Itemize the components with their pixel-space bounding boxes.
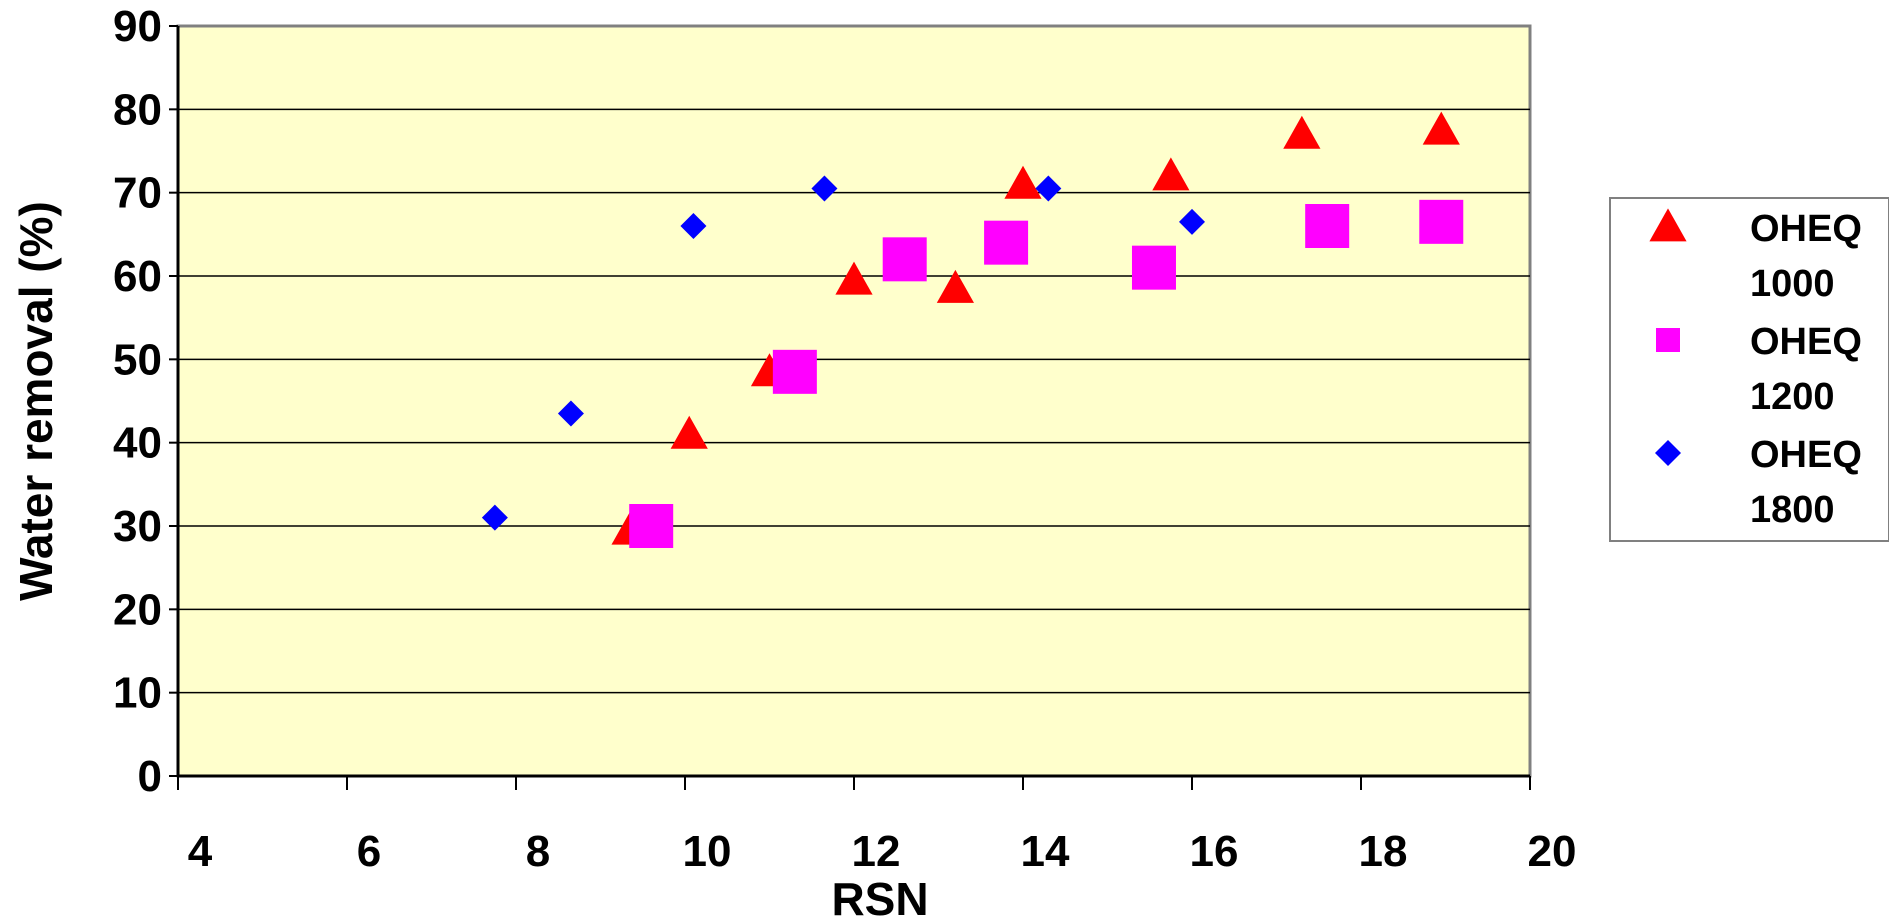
x-tick-label: 12 (852, 827, 901, 876)
y-tick-label: 20 (113, 585, 162, 634)
legend: OHEQ 1000 OHEQ 1200 OHEQ 1800 (1610, 198, 1889, 541)
x-tick-label: 16 (1190, 827, 1239, 876)
legend-label: 1200 (1750, 376, 1835, 418)
data-point (883, 237, 927, 281)
plot-area (178, 26, 1530, 776)
y-tick-label: 60 (113, 252, 162, 301)
x-tick-label: 8 (526, 827, 550, 876)
data-point (984, 221, 1028, 265)
legend-label: OHEQ (1750, 434, 1862, 476)
x-tick-label: 18 (1359, 827, 1408, 876)
x-tick-label: 10 (683, 827, 732, 876)
legend-marker (1656, 328, 1680, 352)
y-tick-label: 30 (113, 502, 162, 551)
legend-label: 1000 (1750, 263, 1835, 305)
y-tick-label: 80 (113, 85, 162, 134)
x-axis-title: RSN (831, 873, 928, 919)
y-tick-label: 40 (113, 419, 162, 468)
legend-label: 1800 (1750, 489, 1835, 531)
data-point (1419, 200, 1463, 244)
y-tick-label: 10 (113, 669, 162, 718)
x-tick-label: 20 (1528, 827, 1577, 876)
legend-label: OHEQ (1750, 321, 1862, 363)
x-tick-label: 14 (1021, 827, 1070, 876)
y-axis-title: Water removal (%) (10, 201, 62, 601)
data-point (629, 504, 673, 548)
y-tick-label: 50 (113, 335, 162, 384)
x-tick-label: 4 (188, 827, 213, 876)
legend-label: OHEQ (1750, 208, 1862, 250)
data-point (773, 350, 817, 394)
y-tick-label: 70 (113, 169, 162, 218)
y-tick-labels: 0 10 20 30 40 50 60 70 80 90 (113, 2, 162, 801)
x-tick-label: 6 (357, 827, 381, 876)
y-tick-label: 0 (138, 752, 162, 801)
data-point (1305, 204, 1349, 248)
data-point (1132, 246, 1176, 290)
y-tick-label: 90 (113, 2, 162, 51)
x-tick-labels: 4 6 8 10 12 14 16 18 20 (188, 827, 1577, 876)
